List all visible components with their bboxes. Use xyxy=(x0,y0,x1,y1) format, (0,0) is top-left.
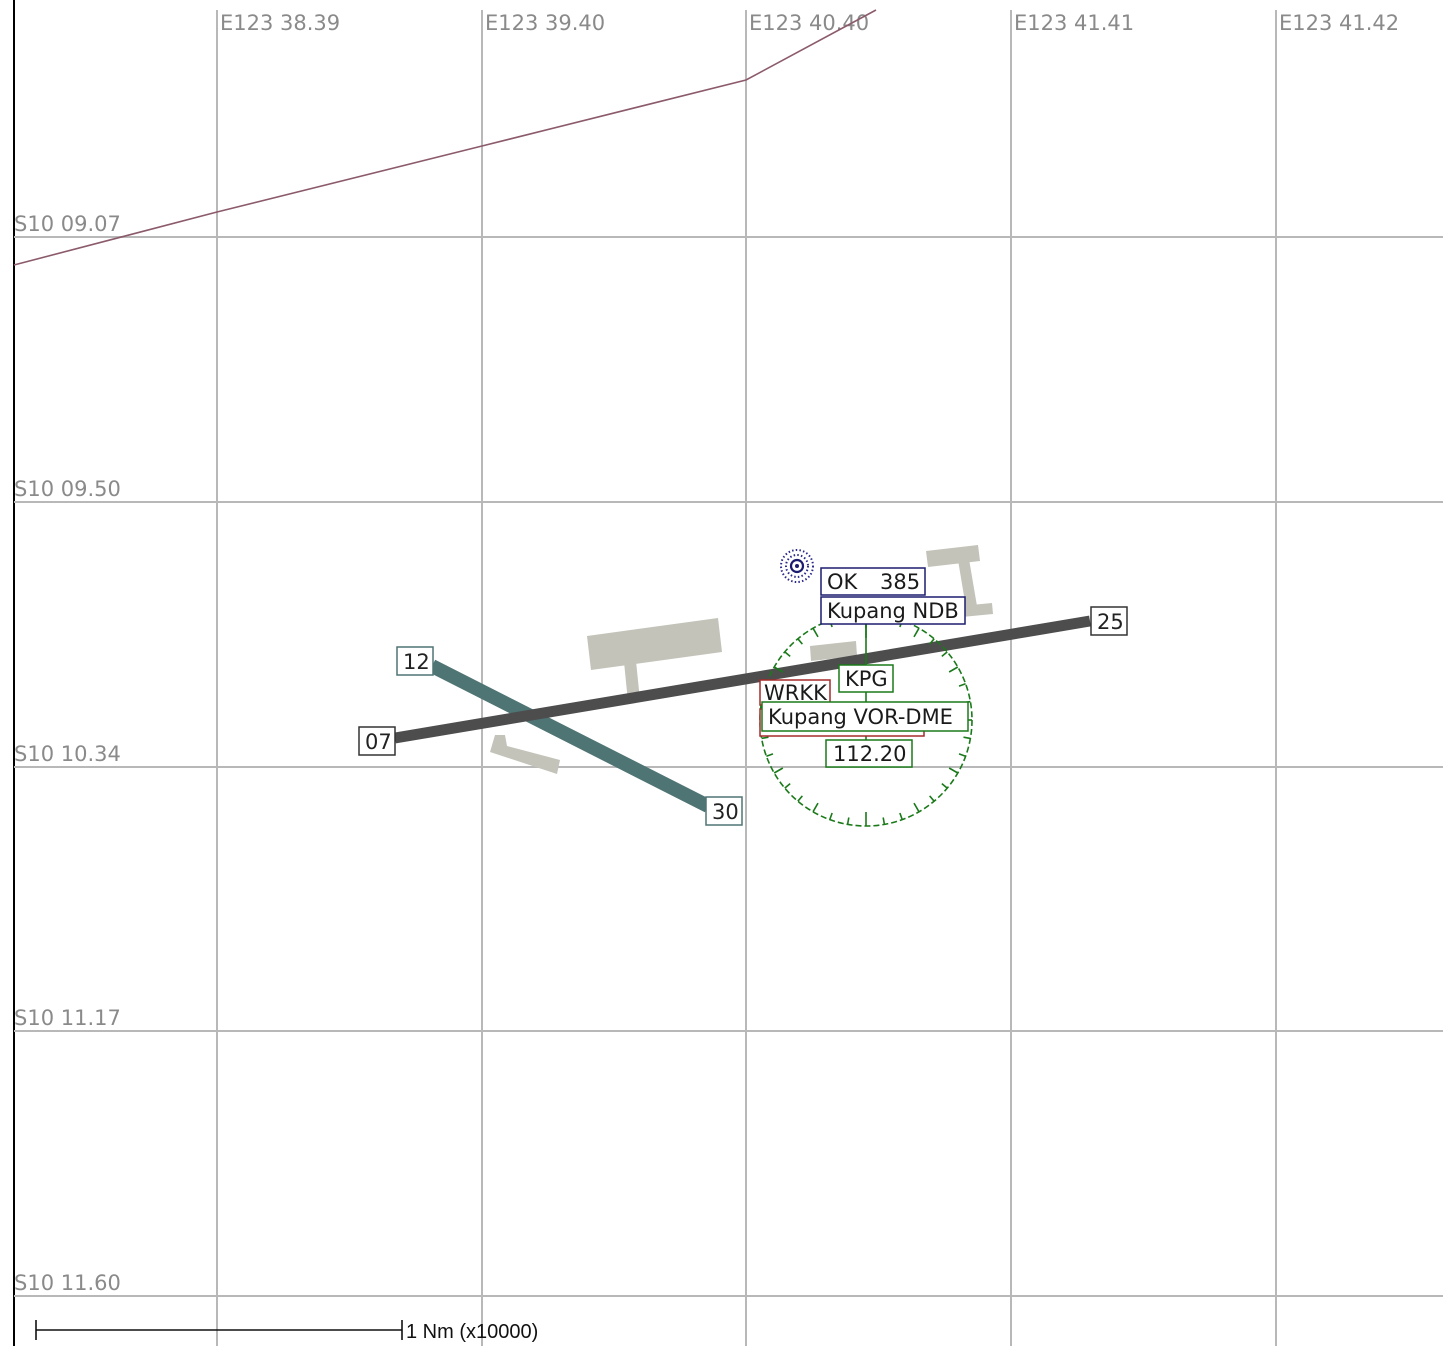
vor-rose-tick xyxy=(846,817,850,825)
airport-code-box xyxy=(759,679,831,706)
vor-name: Kupang VOR-DME xyxy=(768,705,953,729)
vor-rose-tick xyxy=(941,651,948,657)
latitude-grid xyxy=(14,236,1443,1297)
latitude-labels: S10 09.07 S10 09.50 S10 10.34 S10 11.17 … xyxy=(14,212,121,1295)
vor-rose-tick xyxy=(899,812,904,820)
latitude-label: S10 11.60 xyxy=(14,1271,121,1295)
vor-rose-tick xyxy=(958,753,966,758)
runway-end-label: 30 xyxy=(712,800,739,824)
ndb-ident: OK xyxy=(827,570,859,594)
vor-rose-tick xyxy=(797,638,803,645)
longitude-label: E123 41.42 xyxy=(1279,11,1399,35)
vor-rose-tick xyxy=(941,783,948,789)
vor-rose-tick xyxy=(773,767,784,774)
vor-rose-tick xyxy=(773,666,784,673)
north-connector xyxy=(958,559,978,614)
runway-end-label: 25 xyxy=(1097,610,1124,634)
longitude-labels: E123 38.39 E123 39.40 E123 40.40 E123 41… xyxy=(220,11,1399,35)
latitude-label: S10 10.34 xyxy=(14,742,121,766)
ndb-name-box xyxy=(820,596,966,625)
latitude-label: S10 11.17 xyxy=(14,1006,121,1030)
runway-end-label: 12 xyxy=(403,650,430,674)
south-apron xyxy=(490,735,560,774)
hangar-block xyxy=(810,641,857,661)
longitude-label: E123 40.40 xyxy=(749,11,869,35)
vor-rose-tick xyxy=(958,682,966,687)
vor-rose-tick xyxy=(929,795,935,802)
vor-rose-tick xyxy=(929,638,935,645)
runway-end-25[interactable]: 25 xyxy=(1090,606,1128,636)
vor-rose-tick xyxy=(797,795,803,802)
scale-bar-label: 1 Nm (x10000) xyxy=(406,1321,538,1343)
vor-frequency-box xyxy=(825,739,913,768)
vor-ident: KPG xyxy=(845,667,888,691)
airway-route[interactable] xyxy=(13,9,877,266)
longitude-label: E123 41.41 xyxy=(1014,11,1134,35)
vor-rose-tick xyxy=(963,736,971,740)
ndb-ident-box xyxy=(820,567,926,596)
vor-rose-tick xyxy=(948,767,959,774)
runway-end-box xyxy=(396,646,434,676)
scale-bar: 1 Nm (x10000) xyxy=(35,1320,538,1343)
ndb-frequency: 385 xyxy=(880,570,920,594)
vor-rose-tick xyxy=(828,812,833,820)
north-apron xyxy=(926,545,980,567)
runway-end-box xyxy=(1090,606,1128,636)
vor-rose-tick xyxy=(812,802,819,813)
vor-rose-tick xyxy=(761,736,769,740)
ndb-label-group[interactable]: OK 385 Kupang NDB xyxy=(820,567,966,625)
vor-rose-tick xyxy=(766,753,774,758)
vor-rose-tick xyxy=(913,627,920,638)
vor-rose-tick xyxy=(948,666,959,673)
ndb-icon[interactable] xyxy=(780,549,814,583)
vor-rose-tick xyxy=(882,817,886,825)
runway-07-25[interactable] xyxy=(394,615,1091,744)
terminal-apron xyxy=(587,618,722,670)
airport-buildings xyxy=(490,545,993,774)
terminal-connector xyxy=(624,661,640,702)
runway-end-box xyxy=(358,726,396,756)
longitude-label: E123 39.40 xyxy=(485,11,605,35)
runway-end-12[interactable]: 12 xyxy=(396,646,434,676)
runway-end-label: 07 xyxy=(365,730,392,754)
vor-rose-tick xyxy=(913,802,920,813)
vor-ident-box xyxy=(838,664,894,693)
longitude-grid xyxy=(216,10,1277,1346)
runway-12-30[interactable] xyxy=(428,659,712,813)
runway-end-07[interactable]: 07 xyxy=(358,726,396,756)
latitude-label: S10 09.50 xyxy=(14,477,121,501)
vor-name-box xyxy=(761,701,969,732)
longitude-label: E123 38.39 xyxy=(220,11,340,35)
vor-frequency: 112.20 xyxy=(833,742,906,766)
ndb-name: Kupang NDB xyxy=(827,599,959,623)
vor-label-group[interactable]: KPG Kupang VOR-DME 112.20 xyxy=(761,664,969,768)
airport-code: WRKK xyxy=(764,681,828,705)
runway-end-30[interactable]: 30 xyxy=(705,796,743,826)
latitude-label: S10 09.07 xyxy=(14,212,121,236)
vor-rose-tick xyxy=(812,627,819,638)
vor-rose-tick xyxy=(784,651,791,657)
vor-rose-tick xyxy=(784,783,791,789)
runway-end-box xyxy=(705,796,743,826)
